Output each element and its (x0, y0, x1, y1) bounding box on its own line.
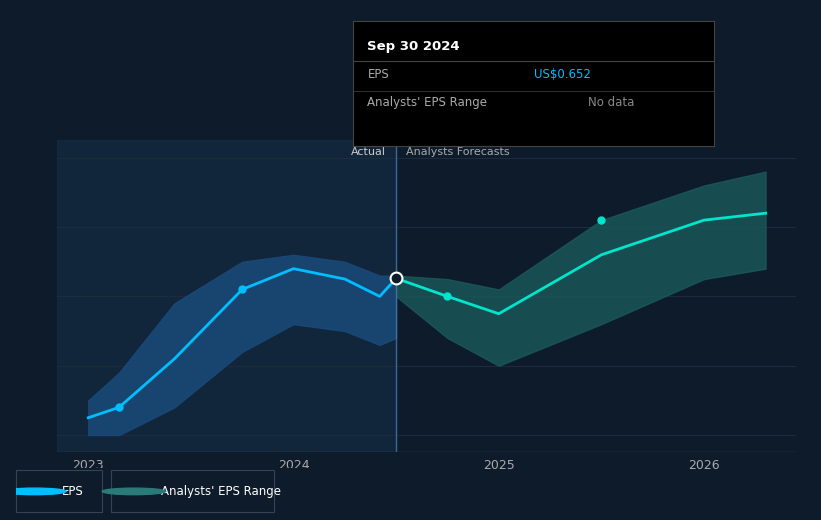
Text: EPS: EPS (62, 485, 83, 498)
Text: Sep 30 2024: Sep 30 2024 (368, 40, 460, 53)
Text: Analysts' EPS Range: Analysts' EPS Range (368, 96, 488, 109)
FancyBboxPatch shape (16, 470, 103, 513)
Text: US$0.652: US$0.652 (534, 68, 590, 81)
Text: EPS: EPS (368, 68, 389, 81)
Bar (57, 140, 397, 452)
Circle shape (2, 488, 67, 495)
Text: Analysts Forecasts: Analysts Forecasts (406, 147, 510, 158)
Circle shape (103, 488, 166, 495)
Text: No data: No data (588, 96, 634, 109)
Text: Actual: Actual (351, 147, 386, 158)
FancyBboxPatch shape (112, 470, 274, 513)
Text: Analysts' EPS Range: Analysts' EPS Range (161, 485, 281, 498)
